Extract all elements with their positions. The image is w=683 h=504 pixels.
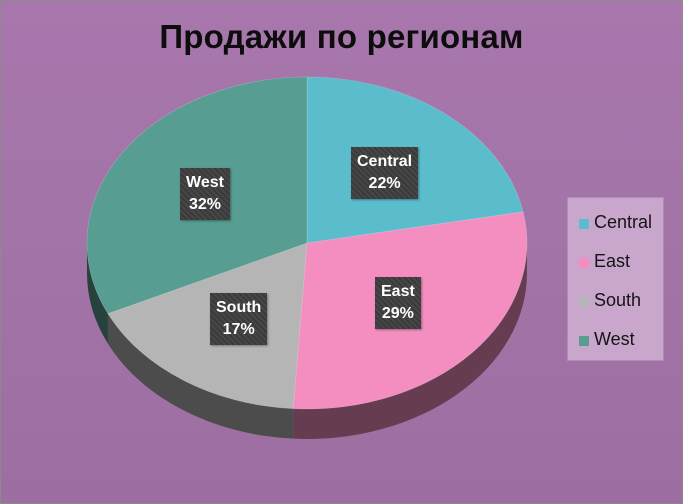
pie-side-east <box>293 243 527 439</box>
pie-side-south <box>107 313 294 439</box>
data-label-value: 29% <box>381 305 414 322</box>
data-label-value: 22% <box>368 175 401 192</box>
pie-side-west <box>87 243 108 344</box>
pie-slices <box>86 76 528 410</box>
data-label-value: 17% <box>222 321 255 338</box>
data-label-central: Central 22% <box>351 147 419 199</box>
legend-item-west: West <box>568 328 663 367</box>
pie-side-walls <box>87 243 527 439</box>
legend-label: Central <box>594 212 653 232</box>
legend-swatch <box>579 219 589 229</box>
data-label-west: West 32% <box>180 168 230 220</box>
legend-swatch <box>579 297 589 307</box>
legend-item-east: East <box>568 250 663 289</box>
pie-slice-south <box>107 242 308 409</box>
legend-label: West <box>594 329 635 349</box>
legend-swatch <box>579 336 589 346</box>
chart-title: Продажи по регионам <box>159 18 524 55</box>
legend-item-south: South <box>568 289 663 328</box>
data-label-category: West <box>186 174 224 191</box>
data-label-category: East <box>381 283 415 300</box>
data-label-east: East 29% <box>375 277 421 329</box>
legend: Central East South West <box>567 197 664 361</box>
legend-item-central: Central <box>568 211 663 250</box>
legend-swatch <box>579 258 589 268</box>
legend-label: East <box>594 251 631 271</box>
data-label-category: Central <box>357 153 413 170</box>
data-label-value: 32% <box>188 196 221 213</box>
data-label-south: South 17% <box>210 293 268 345</box>
legend-label: South <box>594 290 642 310</box>
data-label-category: South <box>216 299 262 316</box>
